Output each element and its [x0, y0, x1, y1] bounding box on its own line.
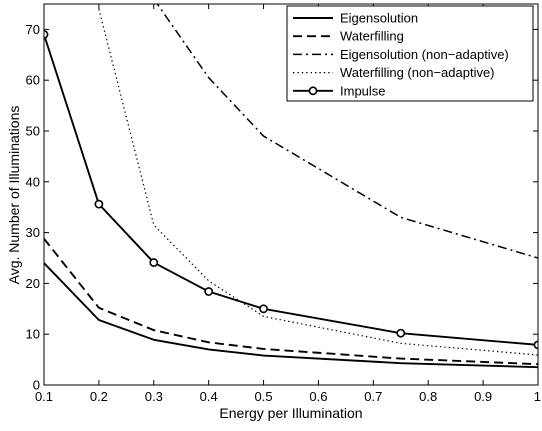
x-tick-label: 1 — [534, 389, 541, 404]
axes-frame — [43, 3, 539, 386]
series-line-1 — [44, 262, 538, 369]
x-tick-label: 0.4 — [200, 389, 218, 404]
y-tick-label: 10 — [26, 327, 40, 342]
legend-label: Eigensolution — [340, 11, 418, 26]
data-point-marker — [396, 328, 406, 338]
x-tick-label: 0.3 — [145, 389, 163, 404]
data-point-marker — [204, 287, 214, 296]
y-tick-label: 20 — [26, 276, 40, 291]
axes-layer: 0.1 0.2 0.3 0.4 0.5 0.6 0.7 0.8 0.9 1010203040506… — [26, 3, 541, 404]
y-tick-label: 0 — [33, 378, 40, 393]
x-tick-label: 0.2 — [90, 389, 108, 404]
y-axis-label: Avg. Number of Illuminations — [6, 106, 22, 285]
y-tick-label: 30 — [26, 225, 40, 240]
legend-marker — [308, 86, 318, 96]
y-tick-label: 70 — [26, 22, 40, 37]
series-line-3 — [156, 4, 538, 259]
x-tick-label: 0.7 — [364, 389, 382, 404]
x-tick-label: 0.1 — [35, 389, 53, 404]
series-layer — [44, 4, 538, 369]
legend-label: Impulse — [340, 83, 386, 98]
series-line-2 — [44, 238, 538, 366]
legend: Eigensolution Waterfilling Eigensolution (… — [286, 5, 534, 102]
data-point-marker — [259, 304, 268, 314]
x-tick-label: 0.9 — [474, 389, 492, 404]
x-tick-label: 0.8 — [419, 389, 437, 404]
series-line-4 — [98, 8, 538, 356]
y-tick-label: 60 — [26, 73, 40, 88]
data-point-marker — [149, 258, 159, 267]
legend-label: Waterfilling — [340, 29, 404, 44]
data-point-marker — [94, 199, 104, 209]
x-axis-label: Energy per Illumination — [219, 405, 362, 421]
y-tick-label: 40 — [26, 174, 40, 189]
x-tick-label: 0.6 — [309, 389, 327, 404]
y-tick-label: 50 — [26, 124, 40, 139]
x-tick-label: 0.5 — [255, 389, 273, 404]
legend-label: Waterfilling (non−adaptive) — [340, 65, 495, 80]
legend-box — [286, 5, 534, 102]
legend-label: Eigensolution (non−adaptive) — [340, 47, 509, 62]
data-point-marker — [533, 340, 538, 350]
